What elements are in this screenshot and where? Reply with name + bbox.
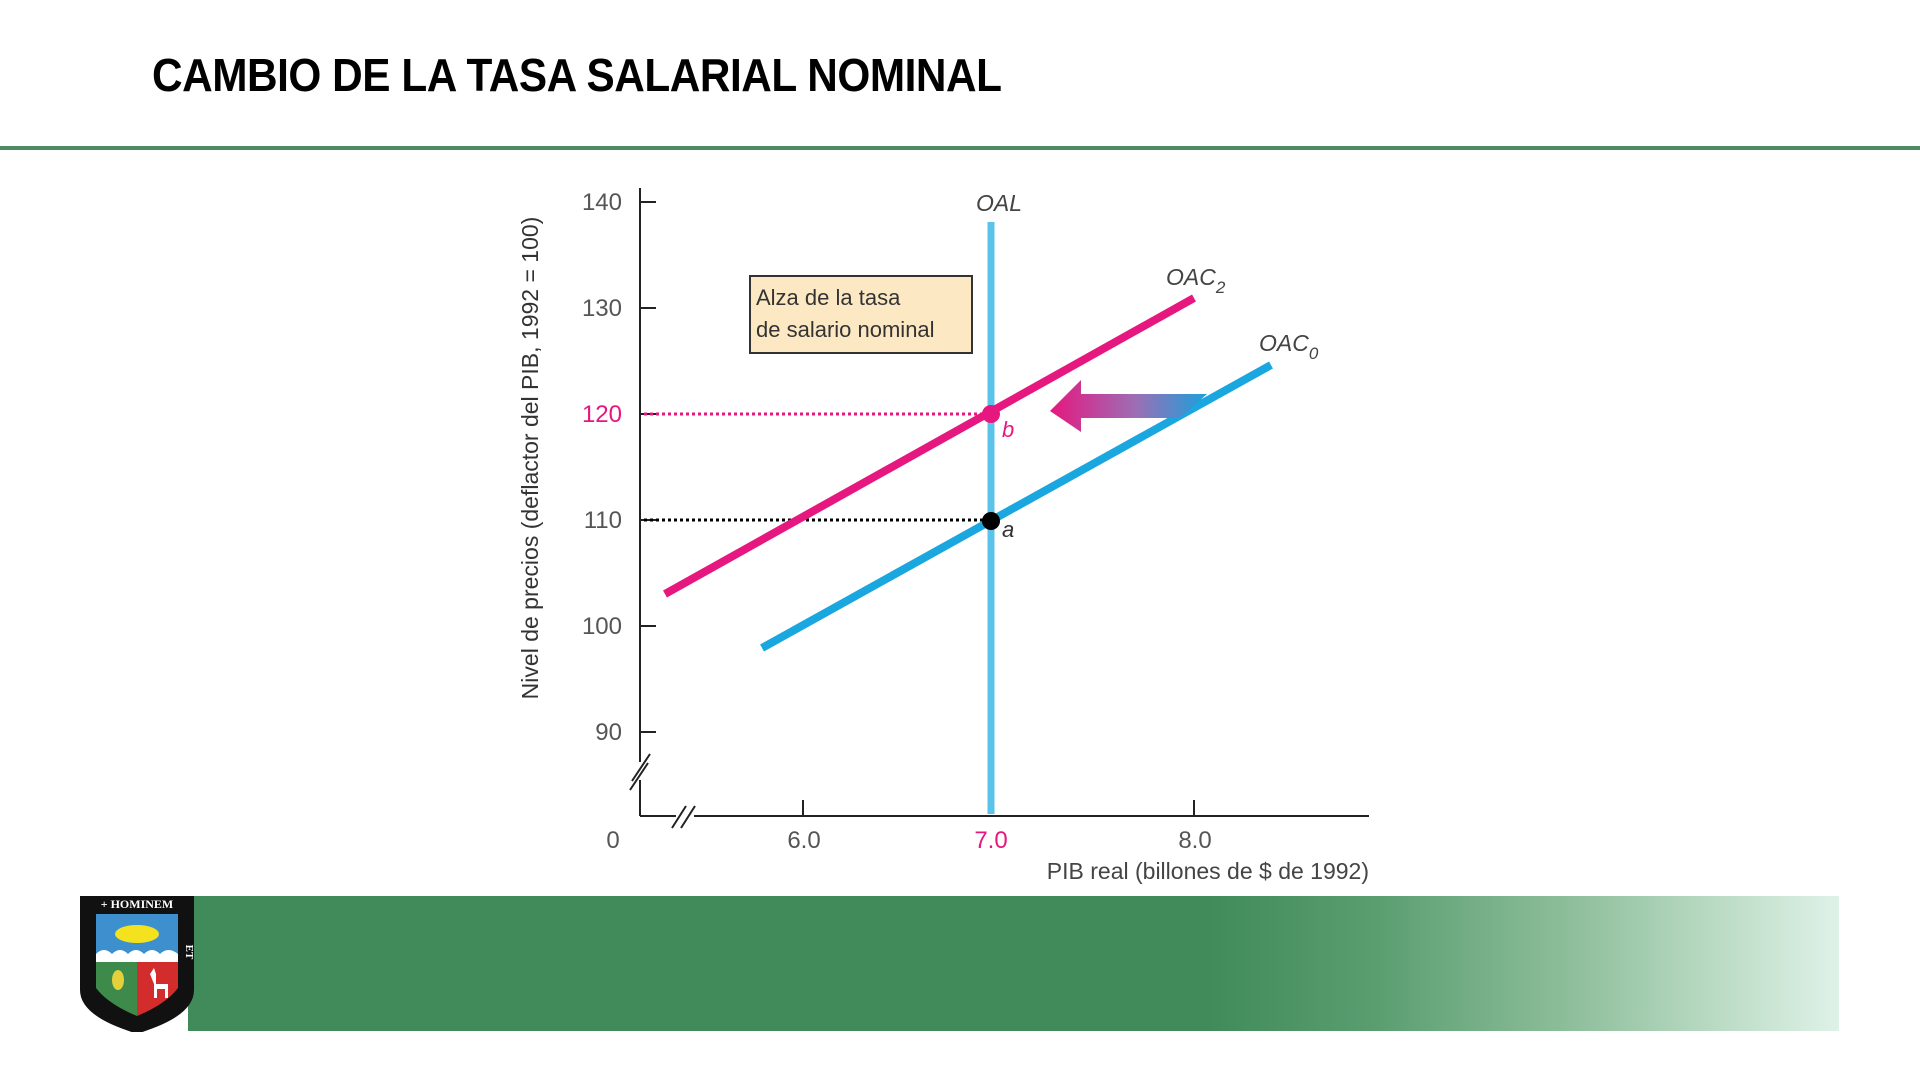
series-oal-label: OAL	[976, 190, 1022, 216]
y-axis-break-icon	[629, 762, 649, 791]
annotation-box: Alza de la tasa de salario nominal	[749, 275, 973, 354]
x-axis-label: PIB real (billones de $ de 1992)	[1047, 858, 1369, 884]
y-tick-label: 130	[582, 295, 622, 322]
axes	[629, 188, 1369, 829]
footer-band	[188, 896, 1839, 1031]
series-oac0-line	[760, 361, 1273, 652]
x-tick-label: 6.0	[787, 827, 820, 854]
university-crest-logo: + HOMINEM ET	[80, 896, 195, 1032]
x-tick-label: 7.0	[974, 827, 1007, 854]
slide-title: CAMBIO DE LA TASA SALARIAL NOMINAL	[152, 49, 1002, 101]
point-b-label: b	[1002, 417, 1014, 442]
series-oac2-line	[663, 294, 1196, 598]
shift-left-arrow-icon	[1050, 380, 1207, 432]
x-tick-label: 0	[606, 827, 619, 854]
y-tick-label: 90	[595, 719, 622, 746]
y-tick-label: 120	[582, 401, 622, 428]
y-axis-label: Nivel de precios (deflactor del PIB, 199…	[517, 217, 543, 700]
y-tick-label: 100	[582, 613, 622, 640]
series-oac0-label: OAC0	[1259, 330, 1319, 363]
x-tick-label: 8.0	[1178, 827, 1211, 854]
series-oac2-label: OAC2	[1166, 264, 1226, 297]
point-a-label: a	[1002, 517, 1014, 542]
x-axis-break-icon	[671, 805, 687, 829]
y-tick-label: 140	[582, 189, 622, 216]
point-a	[982, 512, 1000, 530]
svg-text:Alza de la tasa: Alza de la tasa	[756, 285, 901, 310]
svg-text:+ HOMINEM: + HOMINEM	[101, 897, 174, 911]
svg-text:ET: ET	[183, 945, 195, 960]
title-divider	[0, 146, 1920, 150]
point-b	[982, 405, 1000, 423]
y-tick-label: 110	[584, 507, 622, 534]
svg-text:de salario nominal: de salario nominal	[756, 317, 935, 342]
